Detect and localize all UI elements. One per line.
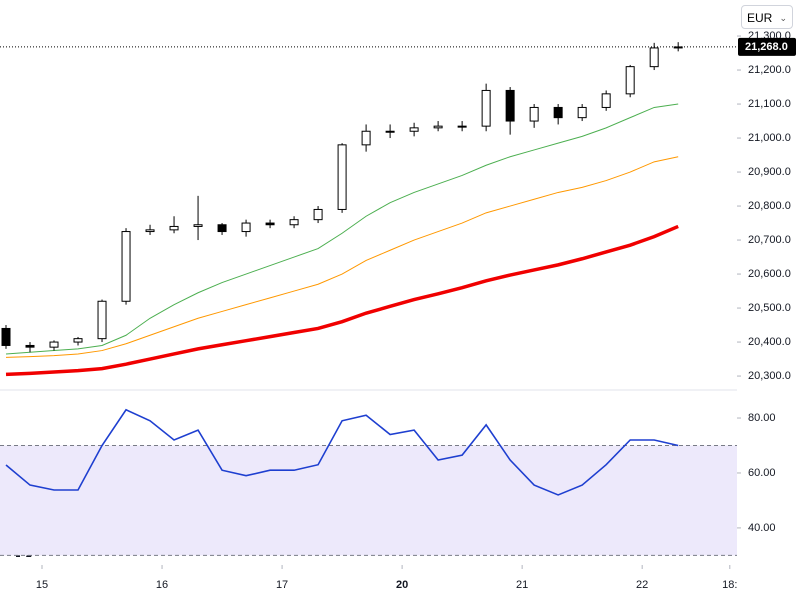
candle-body bbox=[49, 341, 59, 348]
rsi-line bbox=[5, 408, 679, 496]
candle-body bbox=[553, 106, 563, 119]
rsi-y-tick-label: 60.00 bbox=[748, 467, 776, 479]
y-tick-label: 21,000.0 bbox=[748, 132, 791, 144]
chevron: ⌄ bbox=[779, 13, 787, 23]
candle-body bbox=[649, 47, 659, 68]
x-tick-label: 17 bbox=[276, 579, 288, 591]
candle-body bbox=[145, 229, 155, 233]
rsi-y-tick-label: 80.00 bbox=[748, 412, 776, 424]
y-tick-label: 20,700.0 bbox=[748, 234, 791, 246]
candle-body bbox=[169, 225, 179, 231]
candle-body bbox=[577, 106, 587, 119]
x-tick-label: 21 bbox=[516, 579, 528, 591]
y-tick-label: 20,500.0 bbox=[748, 302, 791, 314]
candle-body bbox=[409, 127, 419, 132]
candle-body bbox=[97, 300, 107, 340]
x-tick-label: 16 bbox=[156, 579, 168, 591]
candle-body bbox=[265, 222, 275, 226]
y-tick-label: 20,600.0 bbox=[748, 268, 791, 280]
candle-body bbox=[217, 224, 227, 233]
y-tick-label: 20,900.0 bbox=[748, 166, 791, 178]
candle-body bbox=[481, 89, 491, 127]
x-tick-label: 18: bbox=[722, 579, 737, 591]
y-tick-label: 20,400.0 bbox=[748, 336, 791, 348]
moving-average bbox=[5, 103, 679, 355]
last-price-box bbox=[738, 37, 796, 56]
candle-body bbox=[73, 338, 83, 343]
rsi-y-tick-label: 40.00 bbox=[748, 522, 776, 534]
x-tick-label: 15 bbox=[36, 579, 48, 591]
candle-body bbox=[433, 125, 443, 129]
last-price-label: 21,268.0 bbox=[745, 41, 788, 53]
candle-body bbox=[601, 93, 611, 108]
candle-body bbox=[313, 208, 323, 221]
y-tick-label: 21,100.0 bbox=[748, 98, 791, 110]
rsi-band bbox=[0, 445, 737, 556]
y-tick-label: 20,800.0 bbox=[748, 200, 791, 212]
currency-label: EUR bbox=[747, 11, 773, 25]
candle-body bbox=[529, 106, 539, 122]
candle-body bbox=[1, 327, 11, 346]
candle-body bbox=[241, 222, 251, 233]
x-tick-label: 22 bbox=[636, 579, 648, 591]
candle-body bbox=[385, 130, 395, 133]
y-tick-label: 20,300.0 bbox=[748, 370, 791, 382]
candle-body bbox=[121, 231, 131, 302]
candle-body bbox=[337, 144, 347, 210]
candle-body bbox=[25, 344, 35, 348]
candle-body bbox=[457, 125, 467, 128]
candle-body bbox=[193, 224, 203, 227]
x-tick-label: 20 bbox=[396, 579, 408, 591]
currency-selector[interactable]: EUR ⌄ bbox=[741, 5, 793, 29]
moving-average bbox=[5, 156, 679, 358]
candle-body bbox=[289, 219, 299, 226]
y-tick-label: 21,200.0 bbox=[748, 64, 791, 76]
candle-body bbox=[625, 66, 635, 95]
candle-body bbox=[505, 89, 515, 122]
moving-average bbox=[5, 224, 679, 377]
candle-body bbox=[361, 130, 371, 146]
